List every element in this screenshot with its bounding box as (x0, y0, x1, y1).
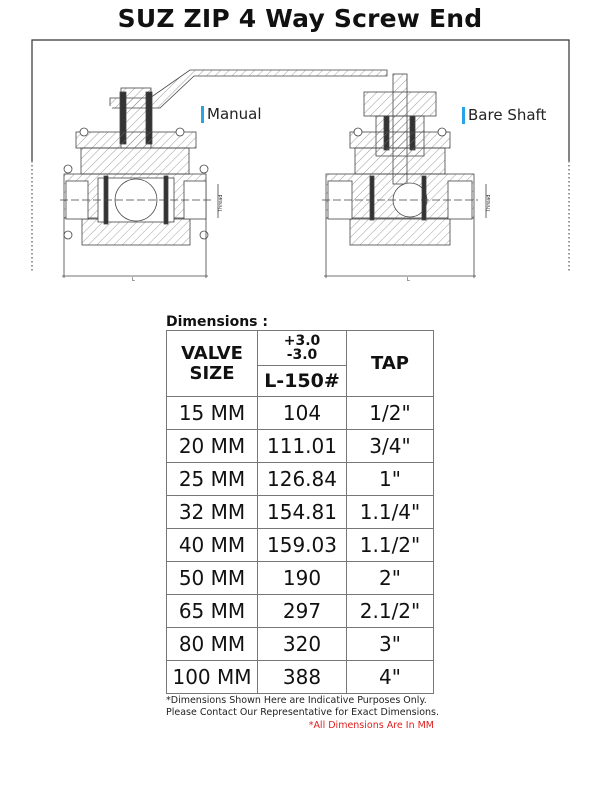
cell-length: 320 (257, 627, 347, 661)
cell-tap: 1/2" (346, 396, 434, 430)
cell-length: 297 (257, 594, 347, 628)
unit-note: *All Dimensions Are In MM (308, 720, 434, 731)
cell-length: 388 (257, 660, 347, 694)
table-row: 80 MM 320 3" (166, 627, 434, 661)
cell-tap: 3" (346, 627, 434, 661)
page-title: SUZ ZIP 4 Way Screw End (117, 4, 483, 33)
cell-size: 80 MM (166, 627, 258, 661)
table-row: 100 MM 388 4" (166, 660, 434, 694)
header-valve-size: VALVE SIZE (166, 330, 258, 397)
cell-tap: 1" (346, 462, 434, 496)
table-row: 50 MM 190 2" (166, 561, 434, 595)
cell-length: 190 (257, 561, 347, 595)
length-label-right: L (407, 277, 410, 283)
table-row: 25 MM 126.84 1" (166, 462, 434, 496)
cell-length: 159.03 (257, 528, 347, 562)
table-row: 40 MM 159.03 1.1/2" (166, 528, 434, 562)
cell-tap: 1.1/4" (346, 495, 434, 529)
cell-tap: 4" (346, 660, 434, 694)
table-row: 20 MM 111.01 3/4" (166, 429, 434, 463)
table-row: 32 MM 154.81 1.1/4" (166, 495, 434, 529)
header-tolerance: +3.0 -3.0 (257, 330, 347, 366)
cell-tap: 3/4" (346, 429, 434, 463)
cell-size: 40 MM (166, 528, 258, 562)
cell-size: 20 MM (166, 429, 258, 463)
cell-size: 32 MM (166, 495, 258, 529)
cell-size: 15 MM (166, 396, 258, 430)
manual-label: Manual (201, 106, 262, 123)
dimensions-table: VALVE SIZE +3.0 -3.0 TAP L-150# 15 MM 104… (166, 330, 434, 694)
bare-shaft-valve-drawing (322, 73, 487, 278)
dimensions-heading: Dimensions : (166, 314, 268, 330)
table-row: 65 MM 297 2.1/2" (166, 594, 434, 628)
disclaimer: *Dimensions Shown Here are Indicative Pu… (166, 695, 439, 719)
disclaimer-line-1: *Dimensions Shown Here are Indicative Pu… (166, 695, 427, 706)
tolerance-plus: +3.0 (283, 333, 321, 349)
disclaimer-line-2: Please Contact Our Representative for Ex… (166, 707, 440, 718)
bare-shaft-label: Bare Shaft (462, 107, 546, 124)
header-length: L-150# (257, 365, 347, 397)
cell-size: 100 MM (166, 660, 258, 694)
cell-length: 111.01 (257, 429, 347, 463)
cell-size: 50 MM (166, 561, 258, 595)
cell-size: 25 MM (166, 462, 258, 496)
frame-bracket (31, 39, 570, 271)
valve-drawings: L Thread L Thread (31, 39, 570, 283)
thread-label-left: Thread (218, 195, 224, 213)
tolerance-minus: -3.0 (286, 347, 318, 363)
cell-tap: 1.1/2" (346, 528, 434, 562)
cell-length: 154.81 (257, 495, 347, 529)
cell-size: 65 MM (166, 594, 258, 628)
cell-tap: 2" (346, 561, 434, 595)
length-label-left: L (132, 277, 135, 283)
cell-length: 126.84 (257, 462, 347, 496)
table-row: 15 MM 104 1/2" (166, 396, 434, 430)
header-tap: TAP (346, 330, 434, 397)
cell-tap: 2.1/2" (346, 594, 434, 628)
thread-label-right: Thread (486, 195, 492, 213)
cell-length: 104 (257, 396, 347, 430)
manual-valve-drawing (60, 69, 388, 278)
